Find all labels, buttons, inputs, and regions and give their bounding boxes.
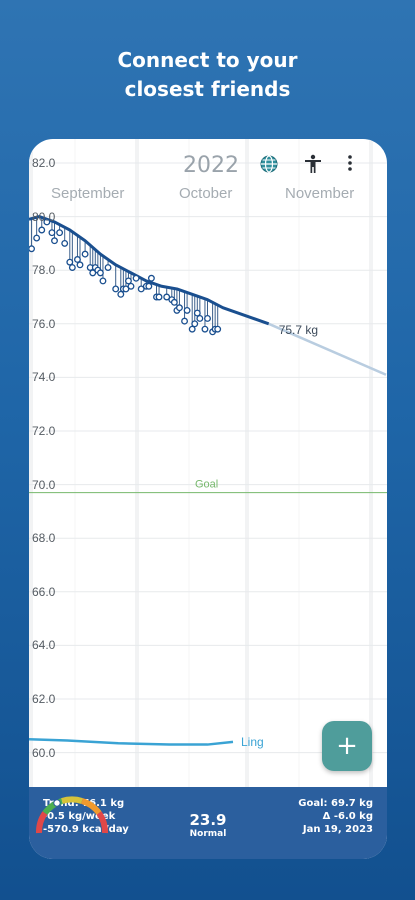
weight-point-24 — [124, 277, 132, 285]
y-tick-label: 78.0 — [32, 263, 56, 278]
weight-point-33 — [163, 293, 171, 301]
weight-chart[interactable]: Goal 75.7 kg Ling — [29, 139, 387, 787]
weight-point-10 — [74, 256, 81, 263]
weight-point-26 — [132, 274, 140, 282]
weight-point-7 — [61, 239, 69, 247]
friend-label-ling: Ling — [241, 735, 264, 749]
projection-line — [268, 322, 387, 376]
weight-point-21 — [117, 290, 125, 298]
bmi-category: Normal — [189, 829, 227, 839]
y-tick-label: 64.0 — [32, 638, 56, 653]
trend-value-label: 75.7 kg — [279, 323, 318, 337]
grid-band-0 — [29, 139, 33, 787]
weight-point-44 — [201, 325, 209, 333]
goal-date: Jan 19, 2023 — [302, 824, 373, 835]
weight-point-4 — [48, 229, 56, 237]
goal-label: Goal — [195, 479, 218, 491]
body-figure-icon[interactable] — [304, 154, 326, 176]
y-tick-label: 70.0 — [32, 477, 56, 492]
y-tick-label: 60.0 — [32, 745, 56, 760]
goal-weight: Goal: 69.7 kg — [298, 798, 373, 809]
daily-energy: -570.9 kcal/day — [43, 824, 129, 835]
weight-point-8 — [66, 258, 74, 266]
y-tick-label: 72.0 — [32, 424, 56, 438]
weight-point-39 — [183, 306, 191, 314]
y-tick-label: 62.0 — [32, 692, 56, 706]
weight-point-45 — [204, 314, 211, 322]
bmi-value: 23.9 — [189, 811, 227, 829]
weight-point-3 — [43, 218, 51, 226]
y-tick-label: 66.0 — [32, 584, 56, 599]
weight-point-1 — [33, 234, 41, 242]
weight-point-32 — [155, 293, 163, 301]
weight-point-2 — [38, 226, 46, 234]
grid-band-2 — [245, 139, 249, 787]
trend-line — [29, 215, 270, 326]
add-weight-button[interactable]: + — [322, 721, 372, 771]
phone-screen: Goal 75.7 kg Ling 2022 September October N… — [29, 139, 387, 859]
more-vert-icon[interactable] — [347, 154, 369, 176]
top-bar: 2022 September October November — [29, 139, 387, 209]
weight-point-5 — [51, 237, 58, 245]
weight-point-41 — [191, 320, 199, 328]
month-label-october: October — [179, 185, 233, 202]
weight-point-14 — [89, 269, 97, 277]
goal-stats: Goal: 69.7 kg Δ -6.0 kg Jan 19, 2023 — [298, 797, 373, 836]
weight-point-27 — [137, 285, 145, 293]
weight-point-18 — [99, 277, 107, 285]
weight-point-40 — [188, 325, 196, 333]
weight-point-29 — [145, 282, 153, 290]
y-tick-label: 82.0 — [32, 156, 56, 170]
weight-point-30 — [147, 274, 155, 282]
weight-point-23 — [122, 285, 130, 293]
month-label-november: November — [285, 185, 355, 202]
weight-point-37 — [175, 304, 183, 312]
weight-point-12 — [81, 250, 89, 258]
y-tick-label: 80.0 — [32, 209, 56, 224]
weight-point-20 — [112, 285, 120, 293]
headline-line-1: Connect to your — [117, 48, 298, 72]
friend-line-ling — [29, 737, 234, 746]
weekly-rate: -0.5 kg/week — [43, 811, 116, 822]
grid-band-3 — [369, 139, 373, 787]
goal-delta: Δ -6.0 kg — [322, 811, 373, 822]
weight-point-17 — [96, 269, 104, 277]
y-tick-label: 76.0 — [32, 316, 56, 331]
weight-point-0 — [29, 245, 35, 253]
weight-point-35 — [170, 298, 178, 306]
weight-point-11 — [76, 261, 84, 269]
y-tick-label: 74.0 — [32, 370, 56, 385]
headline-line-2: closest friends — [124, 77, 291, 101]
stats-panel: Trend: 76.1 kg -0.5 kg/week -570.9 kcal/… — [29, 787, 387, 859]
globe-icon[interactable] — [259, 154, 281, 176]
grid-band-1 — [135, 139, 139, 787]
month-label-september: September — [51, 185, 125, 202]
weight-point-25 — [127, 282, 135, 290]
y-tick-label: 68.0 — [32, 531, 56, 546]
weight-point-38 — [181, 317, 188, 325]
weight-point-9 — [68, 264, 76, 271]
weight-point-6 — [56, 229, 64, 237]
weight-point-48 — [214, 325, 222, 333]
bmi-gauge[interactable] — [29, 787, 115, 837]
weight-point-42 — [193, 309, 201, 317]
weight-point-43 — [196, 314, 204, 322]
weight-point-19 — [104, 264, 112, 271]
year-title[interactable]: 2022 — [183, 153, 239, 178]
